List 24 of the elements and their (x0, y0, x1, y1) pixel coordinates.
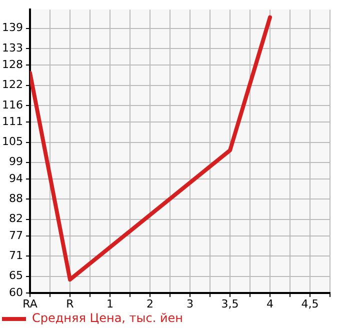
y-tick-label: 128 (2, 58, 23, 72)
y-tick-label: 65 (9, 269, 23, 282)
x-tick-label: R (66, 297, 74, 310)
y-tick-label: 116 (2, 98, 23, 112)
y-tick-label: 71 (9, 249, 23, 262)
legend-label: Средняя Цена, тыс. йен (32, 311, 184, 326)
y-tick-label: 99 (9, 155, 23, 168)
y-tick-label: 77 (9, 228, 23, 242)
y-tick-label: 60 (9, 286, 23, 299)
x-tick-label: 4 (266, 297, 274, 310)
y-tick-label: 88 (9, 192, 23, 206)
x-tick-label: 3,5 (221, 297, 239, 310)
x-tick-label: 1 (106, 297, 114, 310)
x-tick-label: 2 (146, 297, 154, 310)
x-tick-label: RA (22, 297, 38, 310)
x-tick-label: 4,5 (301, 297, 319, 310)
y-tick-label: 82 (9, 212, 23, 226)
y-tick-label: 94 (9, 172, 23, 185)
y-tick-label: 122 (2, 78, 23, 92)
y-tick-label: 139 (2, 21, 23, 34)
y-tick-label: 105 (2, 135, 23, 148)
y-tick-label: 111 (2, 115, 23, 128)
y-tick-label: 133 (2, 41, 23, 54)
x-tick-label: 3 (186, 297, 194, 310)
